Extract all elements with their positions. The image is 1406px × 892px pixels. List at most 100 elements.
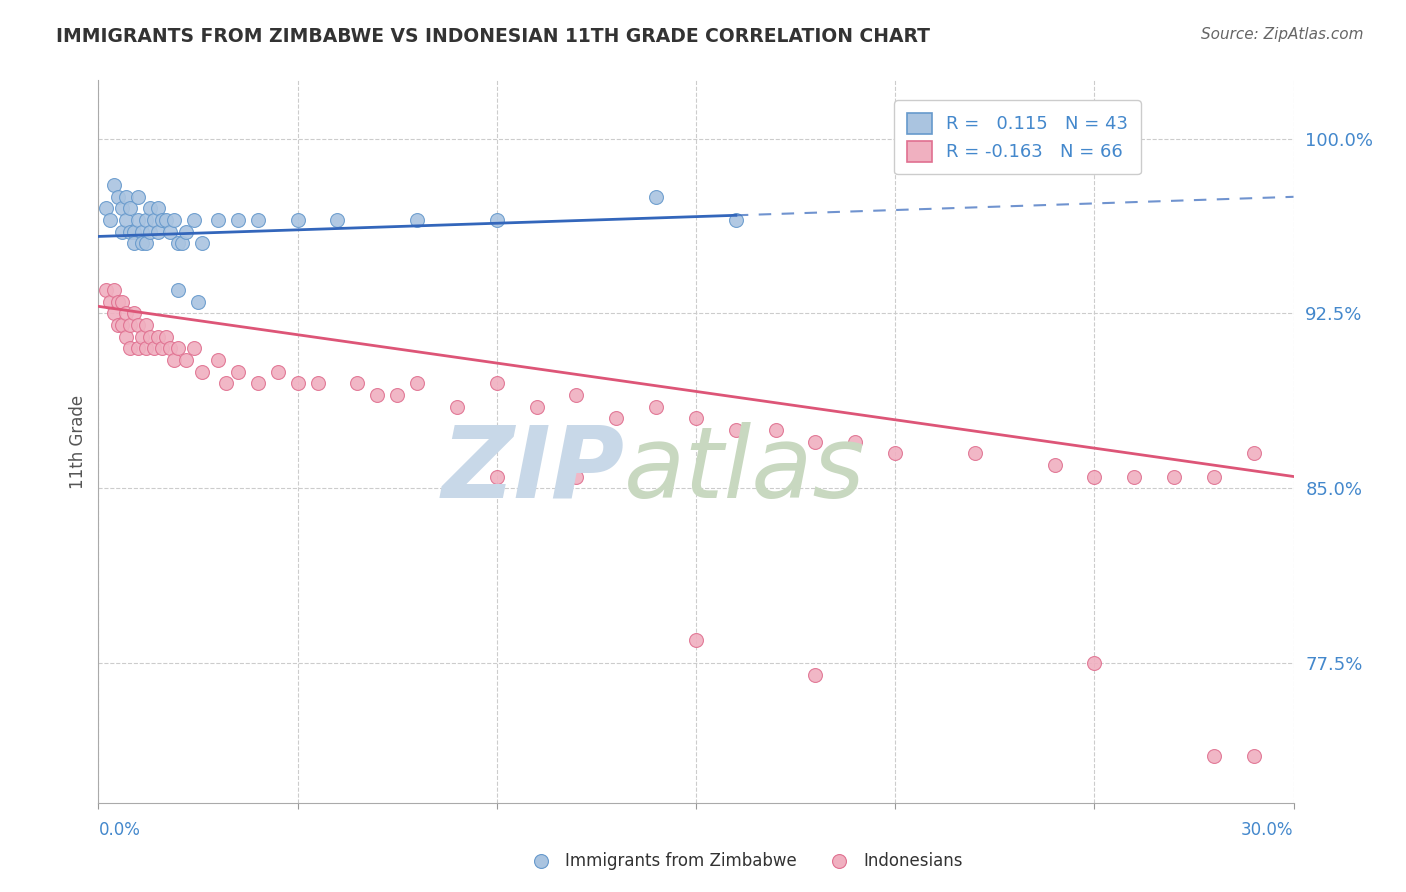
Point bbox=[124, 225, 146, 239]
Point bbox=[526, 400, 548, 414]
Point bbox=[159, 341, 181, 355]
Text: atlas: atlas bbox=[624, 422, 866, 519]
Point bbox=[163, 213, 186, 227]
Point bbox=[107, 190, 129, 204]
Point bbox=[844, 434, 866, 449]
Point bbox=[120, 202, 142, 216]
Point bbox=[115, 329, 138, 343]
Text: IMMIGRANTS FROM ZIMBABWE VS INDONESIAN 11TH GRADE CORRELATION CHART: IMMIGRANTS FROM ZIMBABWE VS INDONESIAN 1… bbox=[56, 27, 931, 45]
Point bbox=[111, 225, 134, 239]
Point bbox=[685, 632, 707, 647]
Point bbox=[148, 202, 170, 216]
Point bbox=[191, 236, 214, 251]
Point bbox=[605, 411, 627, 425]
Point bbox=[565, 469, 588, 483]
Point bbox=[150, 341, 173, 355]
Point bbox=[148, 225, 170, 239]
Point bbox=[1243, 446, 1265, 460]
Legend: R =   0.115   N = 43, R = -0.163   N = 66: R = 0.115 N = 43, R = -0.163 N = 66 bbox=[894, 100, 1142, 174]
Point bbox=[96, 283, 118, 297]
Point bbox=[107, 294, 129, 309]
Point bbox=[127, 318, 149, 332]
Point bbox=[111, 294, 134, 309]
Point bbox=[98, 294, 122, 309]
Point bbox=[485, 213, 508, 227]
Point bbox=[167, 283, 190, 297]
Text: ZIP: ZIP bbox=[441, 422, 624, 519]
Point bbox=[1123, 469, 1146, 483]
Point bbox=[326, 213, 349, 227]
Point bbox=[406, 376, 429, 391]
Point bbox=[127, 190, 149, 204]
Point bbox=[226, 365, 249, 379]
Point bbox=[215, 376, 238, 391]
Point bbox=[139, 202, 162, 216]
Point bbox=[645, 190, 668, 204]
Point bbox=[135, 236, 157, 251]
Point bbox=[135, 318, 157, 332]
Point bbox=[724, 213, 747, 227]
Point bbox=[446, 400, 468, 414]
Point bbox=[183, 213, 205, 227]
Point bbox=[148, 329, 170, 343]
Point bbox=[120, 225, 142, 239]
Point bbox=[1202, 749, 1225, 764]
Point bbox=[207, 213, 229, 227]
Point bbox=[172, 236, 194, 251]
Point bbox=[207, 353, 229, 368]
Point bbox=[139, 329, 162, 343]
Point bbox=[685, 411, 707, 425]
Point bbox=[155, 213, 177, 227]
Point bbox=[804, 434, 827, 449]
Point bbox=[884, 446, 907, 460]
Point bbox=[1243, 749, 1265, 764]
Point bbox=[187, 294, 209, 309]
Point bbox=[115, 213, 138, 227]
Point bbox=[127, 341, 149, 355]
Y-axis label: 11th Grade: 11th Grade bbox=[69, 394, 87, 489]
Point bbox=[131, 225, 153, 239]
Point bbox=[143, 341, 166, 355]
Point bbox=[143, 213, 166, 227]
Point bbox=[226, 213, 249, 227]
Point bbox=[485, 376, 508, 391]
Text: Source: ZipAtlas.com: Source: ZipAtlas.com bbox=[1201, 27, 1364, 42]
Point bbox=[98, 213, 122, 227]
Point bbox=[565, 388, 588, 402]
Point bbox=[120, 318, 142, 332]
Point bbox=[804, 667, 827, 681]
Point bbox=[131, 329, 153, 343]
Point bbox=[191, 365, 214, 379]
Point bbox=[385, 388, 409, 402]
Point bbox=[1083, 656, 1105, 670]
Point bbox=[724, 423, 747, 437]
Point bbox=[124, 236, 146, 251]
Point bbox=[103, 178, 125, 193]
Point bbox=[135, 341, 157, 355]
Text: 30.0%: 30.0% bbox=[1241, 822, 1294, 839]
Point bbox=[111, 318, 134, 332]
Point bbox=[1083, 469, 1105, 483]
Point bbox=[246, 376, 269, 391]
Point bbox=[103, 306, 125, 320]
Point bbox=[120, 341, 142, 355]
Point bbox=[366, 388, 388, 402]
Point bbox=[96, 202, 118, 216]
Point bbox=[174, 353, 197, 368]
Point bbox=[307, 376, 329, 391]
Point bbox=[150, 213, 173, 227]
Point bbox=[1202, 469, 1225, 483]
Point bbox=[124, 306, 146, 320]
Point bbox=[645, 400, 668, 414]
Point bbox=[115, 306, 138, 320]
Point bbox=[167, 341, 190, 355]
Point bbox=[346, 376, 368, 391]
Text: Indonesians: Indonesians bbox=[863, 852, 963, 870]
Point bbox=[246, 213, 269, 227]
Point bbox=[174, 225, 197, 239]
Point bbox=[155, 329, 177, 343]
Point bbox=[1163, 469, 1185, 483]
Point bbox=[963, 446, 986, 460]
Point bbox=[406, 213, 429, 227]
Text: 0.0%: 0.0% bbox=[98, 822, 141, 839]
